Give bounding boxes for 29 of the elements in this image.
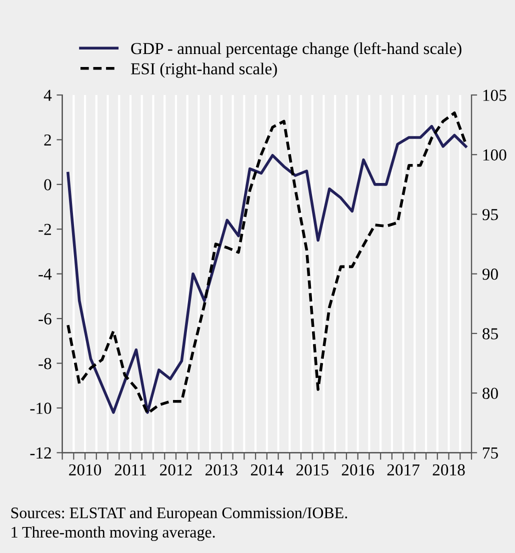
- y2-tick-label: 80: [482, 388, 498, 400]
- y-tick-label: -4: [38, 268, 52, 280]
- x-tick-label: 2010: [69, 464, 102, 476]
- y2-tick-label: 90: [482, 268, 498, 280]
- y-tick-label: -6: [38, 313, 52, 324]
- x-tick-label: 2017: [387, 464, 420, 476]
- y-tick-label: -12: [30, 447, 51, 458]
- source-note: Sources: ELSTAT and European Commission/IOBE.: [11, 507, 348, 522]
- y-tick-label: -10: [30, 402, 52, 414]
- y2-tick-label: 105: [483, 90, 506, 101]
- x-tick-label: 2014: [250, 464, 284, 476]
- y-tick-label: -8: [38, 358, 52, 370]
- y-tick-label: 2: [44, 134, 51, 146]
- x-tick-label: 2013: [206, 464, 238, 476]
- y2-tick-label: 85: [482, 328, 498, 340]
- x-tick-label: 2016: [342, 464, 374, 476]
- x-tick-label: 2015: [296, 464, 328, 476]
- y-tick-label: 4: [44, 90, 52, 101]
- x-tick-label: 2018: [432, 464, 465, 476]
- legend-label: GDP - annual percentage change (left-hand scale): [131, 42, 462, 58]
- x-tick-label: 2012: [160, 464, 192, 476]
- y2-tick-label: 95: [482, 208, 498, 220]
- x-tick-label: 2011: [114, 464, 146, 476]
- y-tick-label: 0: [44, 179, 52, 190]
- y2-tick-label: 100: [483, 149, 506, 161]
- legend-label: ESI (right-hand scale): [130, 62, 277, 78]
- y2-tick-label: 75: [483, 448, 498, 459]
- text: 1 Three-month moving average.: [12, 526, 215, 541]
- y-tick-label: -2: [38, 224, 51, 235]
